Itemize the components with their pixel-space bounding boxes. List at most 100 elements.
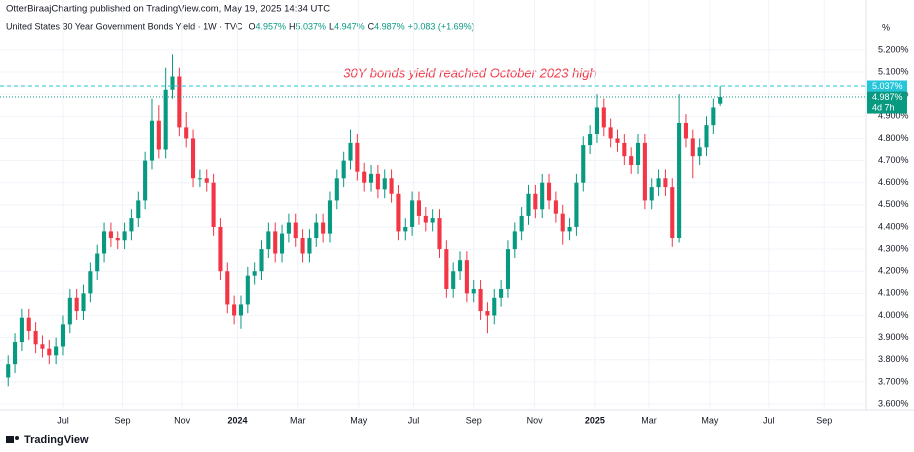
brand-logo: [6, 436, 19, 443]
candle-body: [300, 238, 305, 254]
candle-body: [533, 193, 538, 210]
candle-body: [670, 187, 675, 239]
candle-body: [122, 231, 127, 241]
candle-body: [546, 182, 552, 201]
price-label: 4.987%: [872, 92, 903, 102]
candle-body: [184, 127, 189, 139]
candle-body: [649, 187, 654, 201]
candle-body: [553, 200, 558, 214]
chart-title: United States 30 Year Government Bonds Y…: [6, 21, 243, 31]
candle-body: [81, 293, 86, 312]
candle-body: [560, 213, 565, 232]
grid: [0, 0, 866, 410]
legend-key: L: [329, 21, 334, 31]
candle-body: [581, 145, 586, 183]
candle-body: [225, 271, 230, 305]
candle-body: [279, 233, 285, 254]
x-tick-label: Nov: [174, 415, 191, 425]
candle-body: [635, 142, 641, 166]
candle-body: [704, 125, 709, 148]
y-tick-label: 5.100%: [878, 66, 909, 76]
candle-body: [519, 215, 524, 232]
annotation: 30Y bonds yield reached October 2023 hig…: [343, 65, 596, 80]
candle-body: [60, 324, 66, 347]
candle-body: [629, 156, 634, 166]
candle-body: [368, 173, 374, 183]
candle-body: [642, 142, 647, 201]
candle-body: [245, 275, 250, 305]
candle-body: [430, 218, 435, 223]
x-tick-label: May: [701, 415, 719, 425]
legend-key: H: [289, 21, 296, 31]
price-label-countdown: 4d 7h: [872, 102, 895, 112]
candle-body: [115, 238, 120, 241]
y-axis-label: %: [882, 22, 890, 32]
candle-body: [266, 231, 271, 250]
x-tick-label: May: [350, 415, 368, 425]
candle-body: [622, 142, 627, 157]
candle-body: [362, 171, 367, 183]
x-tick-label: Sep: [466, 415, 482, 425]
candle-body: [334, 178, 339, 201]
y-tick-label: 4.800%: [878, 133, 909, 143]
legend-value: 5.037%: [296, 21, 327, 31]
legend-key: C: [368, 21, 375, 31]
candle-body: [108, 231, 113, 239]
y-tick-label: 5.200%: [878, 44, 909, 54]
candle-body: [54, 346, 59, 356]
legend-value: 4.987%: [374, 21, 405, 31]
candle-body: [204, 178, 209, 183]
candle-body: [67, 297, 72, 325]
y-tick-label: 4.600%: [878, 177, 909, 187]
candle-body: [40, 344, 45, 349]
candle-body: [608, 127, 613, 139]
candle-body: [711, 107, 716, 126]
candle-body: [594, 107, 600, 135]
candle-body: [170, 76, 175, 90]
candle-body: [683, 122, 689, 139]
x-tick-label: Mar: [641, 415, 657, 425]
x-tick-label: Sep: [115, 415, 131, 425]
candle-body: [307, 238, 312, 254]
y-tick-label: 4.900%: [878, 111, 909, 121]
candle-body: [47, 348, 52, 356]
candle-body: [663, 178, 668, 188]
candle-body: [129, 218, 134, 232]
candle-body: [451, 271, 456, 289]
y-tick-label: 4.700%: [878, 155, 909, 165]
candle-body: [601, 107, 606, 128]
candle-body: [382, 178, 387, 190]
candle-body: [88, 271, 93, 294]
candle-body: [19, 317, 24, 343]
price-label: 5.037%: [872, 81, 903, 91]
candle-body: [177, 76, 182, 128]
candle-body: [588, 134, 593, 146]
candle-body: [102, 231, 107, 254]
candle-body: [286, 222, 291, 234]
candle-body: [33, 330, 38, 345]
candle-body: [197, 178, 202, 180]
candle-body: [13, 342, 18, 365]
candle-body: [26, 317, 31, 331]
candle-body: [163, 89, 168, 150]
legend-change: +0.083 (+1.69%): [408, 21, 475, 31]
candle-body: [218, 226, 223, 272]
legend-value: 4.957%: [255, 21, 286, 31]
x-tick-label: 2025: [585, 415, 605, 425]
candle-body: [273, 231, 278, 254]
x-tick-label: Nov: [527, 415, 544, 425]
candle-body: [615, 138, 620, 143]
candle-body: [505, 249, 511, 289]
candle-body: [499, 288, 504, 298]
candle-body: [690, 138, 695, 157]
candle-body: [410, 200, 415, 227]
candle-body: [238, 304, 244, 316]
price-label-box: [867, 91, 907, 114]
candle-body: [348, 142, 353, 161]
y-tick-label: 3.600%: [878, 398, 909, 408]
x-tick-label: 2024: [228, 415, 248, 425]
candle-body: [718, 97, 723, 104]
candle-body: [149, 120, 155, 161]
